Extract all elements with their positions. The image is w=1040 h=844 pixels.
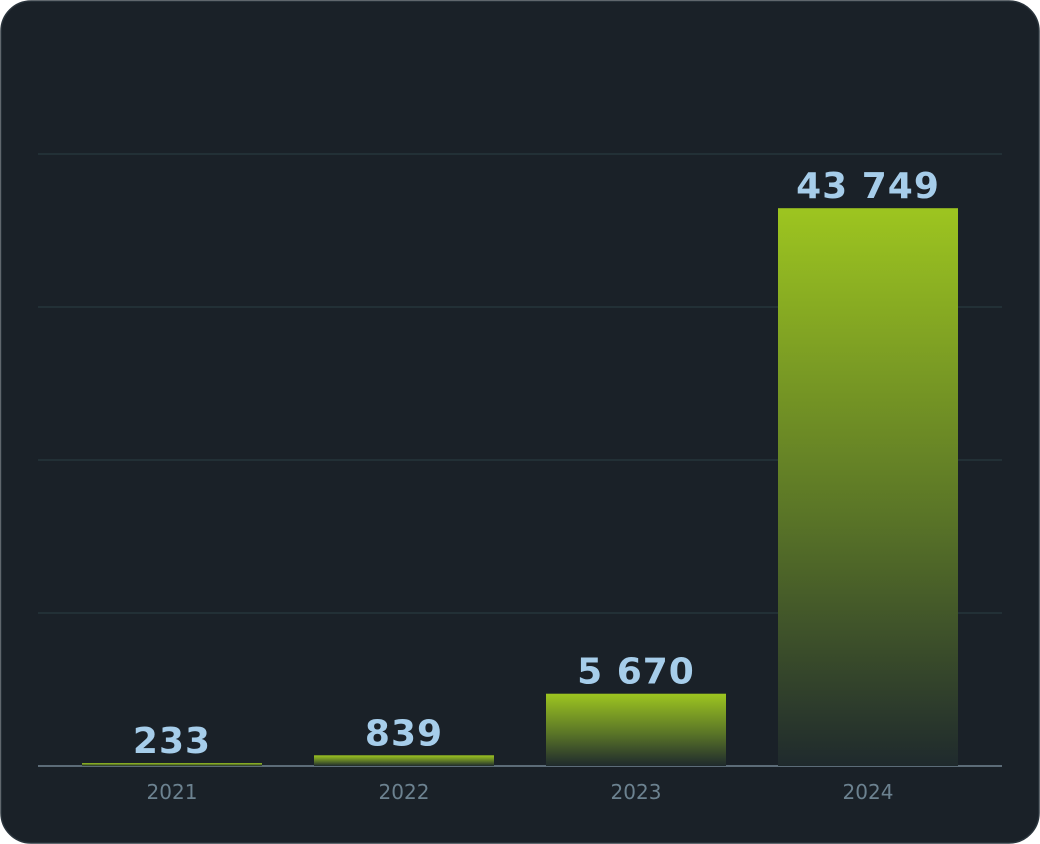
x-tick-label: 2023 — [611, 780, 662, 804]
bar — [778, 208, 958, 766]
x-tick-label: 2021 — [147, 780, 198, 804]
bar — [82, 763, 262, 766]
value-label: 839 — [365, 713, 443, 754]
value-label: 233 — [133, 721, 211, 762]
value-label: 5 670 — [577, 652, 695, 693]
bar — [314, 755, 494, 766]
x-tick-label: 2024 — [843, 780, 894, 804]
x-tick-label: 2022 — [379, 780, 430, 804]
value-label: 43 749 — [796, 166, 940, 207]
bar — [546, 693, 726, 766]
